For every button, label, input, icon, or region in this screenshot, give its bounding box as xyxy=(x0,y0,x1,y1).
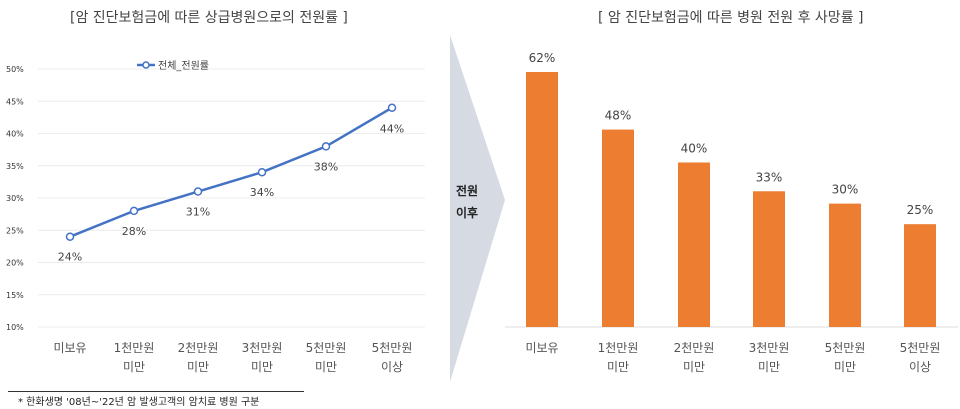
x-tick-label: 미만 xyxy=(683,360,705,374)
x-tick-label: 5천만원 xyxy=(900,340,941,355)
data-label: 38% xyxy=(314,160,338,173)
y-tick-label: 50% xyxy=(6,65,24,74)
footnote-rule xyxy=(8,391,304,392)
data-label: 33% xyxy=(756,170,783,184)
data-label: 24% xyxy=(58,251,82,264)
x-tick-label: 미만 xyxy=(834,360,856,374)
x-tick-label: 미보유 xyxy=(53,341,86,355)
x-tick-label: 1천만원 xyxy=(598,340,639,355)
bar xyxy=(526,72,558,327)
x-tick-label: 5천만원 xyxy=(372,340,413,355)
data-label: 25% xyxy=(907,203,934,217)
arrow-shape xyxy=(450,35,505,382)
right-chart-title: [ 암 진단보험금에 따른 병원 전원 후 사망률 ] xyxy=(598,10,864,26)
legend-label: 전체_전원률 xyxy=(158,60,209,72)
y-tick-label: 40% xyxy=(6,130,24,139)
bar xyxy=(904,224,936,327)
data-label: 31% xyxy=(186,206,210,219)
data-label: 62% xyxy=(529,51,556,65)
x-tick-label: 미만 xyxy=(607,360,629,374)
left-chart-title: [암 진단보험금에 따른 상급병원으로의 전원률 ] xyxy=(70,10,348,26)
y-tick-label: 15% xyxy=(6,291,24,300)
x-tick-label: 5천만원 xyxy=(825,340,866,355)
x-tick-label: 3천만원 xyxy=(242,340,283,355)
bar xyxy=(602,129,634,327)
x-tick-label: 2천만원 xyxy=(674,340,715,355)
arrow-label-line1: 전원 xyxy=(456,184,479,198)
x-tick-label: 5천만원 xyxy=(306,340,347,355)
bar xyxy=(678,162,710,327)
y-tick-label: 35% xyxy=(6,162,24,171)
x-tick-label: 미만 xyxy=(251,360,273,374)
x-tick-label: 미만 xyxy=(187,360,209,374)
x-tick-label: 이상 xyxy=(381,360,403,374)
data-point xyxy=(257,167,267,177)
bar xyxy=(829,203,861,327)
data-label: 28% xyxy=(122,225,146,238)
data-label: 34% xyxy=(250,186,274,199)
data-label: 48% xyxy=(605,109,632,123)
data-point xyxy=(129,206,139,216)
data-point xyxy=(193,187,203,196)
data-point xyxy=(65,232,75,241)
bar xyxy=(753,191,785,327)
x-tick-label: 3천만원 xyxy=(749,340,790,355)
data-label: 40% xyxy=(681,141,708,155)
legend-marker xyxy=(142,61,150,69)
data-label: 44% xyxy=(380,123,404,136)
x-tick-label: 1천만원 xyxy=(114,340,155,355)
y-tick-label: 25% xyxy=(6,226,24,235)
data-point xyxy=(321,142,331,151)
series-line xyxy=(69,106,393,238)
y-tick-label: 10% xyxy=(6,323,24,332)
data-point xyxy=(387,103,397,112)
x-tick-label: 미만 xyxy=(123,360,145,374)
y-tick-label: 30% xyxy=(6,194,24,203)
data-label: 30% xyxy=(832,183,859,197)
footnote: * 한화생명 '08년~'22년 암 발생고객의 암치료 병원 구분 xyxy=(18,397,260,408)
x-tick-label: 미만 xyxy=(758,360,780,374)
x-tick-label: 이상 xyxy=(909,360,931,374)
x-tick-label: 미보유 xyxy=(525,341,558,355)
arrow-label-line2: 이후 xyxy=(456,206,479,220)
x-tick-label: 미만 xyxy=(315,360,337,374)
y-tick-label: 20% xyxy=(6,259,24,268)
y-tick-label: 45% xyxy=(6,97,24,106)
x-tick-label: 2천만원 xyxy=(178,340,219,355)
